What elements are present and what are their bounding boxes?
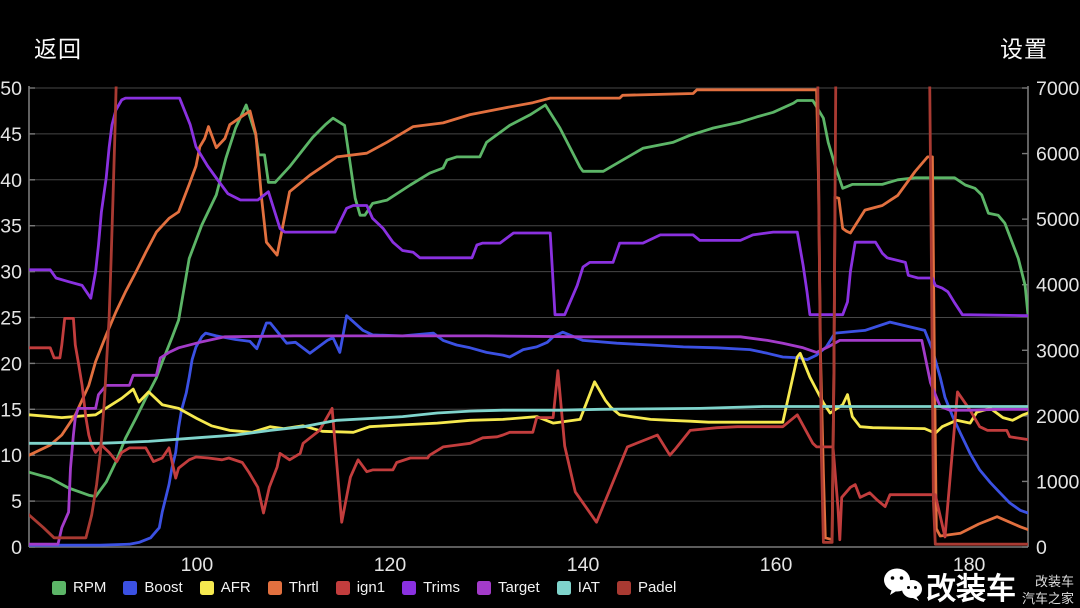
- legend-label: Padel: [637, 579, 677, 596]
- y-right-tick-label: 2000: [1036, 406, 1080, 428]
- legend-swatch-thrtl: [267, 580, 282, 595]
- y-left-tick-label: 35: [0, 216, 22, 238]
- legend-item-thrtl[interactable]: Thrtl: [267, 579, 319, 596]
- legend-swatch-iat: [556, 580, 571, 595]
- y-left-tick-label: 45: [0, 124, 22, 146]
- legend-label: Target: [498, 579, 540, 596]
- series-line-boost: [29, 314, 1028, 547]
- y-left-tick-label: 25: [0, 308, 22, 330]
- y-left-tick-label: 5: [11, 491, 22, 513]
- legend-swatch-boost: [123, 580, 138, 595]
- series-line-afr: [29, 351, 1028, 435]
- watermark-sub-line1: 改装车: [1034, 574, 1074, 589]
- series-line-iat: [29, 405, 1028, 445]
- x-tick-label: 120: [374, 554, 407, 576]
- legend-swatch-target: [477, 580, 491, 595]
- legend-item-target[interactable]: Target: [477, 579, 540, 596]
- legend-item-afr[interactable]: AFR: [199, 579, 251, 596]
- y-right-tick-label: 4000: [1036, 275, 1080, 297]
- series-line-ign1: [29, 316, 1028, 542]
- wechat-icon: [883, 568, 922, 601]
- legend-swatch-afr: [199, 580, 214, 595]
- back-button[interactable]: 返回: [34, 36, 82, 62]
- series-line-trims: [29, 96, 1028, 318]
- axis-labels: 0 5 10 15 20 25 30 35 40 45 50 0 1000 2000 3000 4000 500…: [0, 78, 1079, 576]
- legend-swatch-padel: [616, 580, 631, 595]
- y-right-tick-label: 0: [1036, 537, 1047, 559]
- y-left-tick-label: 30: [0, 262, 22, 284]
- legend-item-boost[interactable]: Boost: [123, 579, 183, 596]
- legend-label: Thrtl: [288, 579, 319, 596]
- chart-legend: RPM Boost AFR Thrtl ign1 Trims Target IAT Padel: [52, 579, 693, 596]
- watermark-sub-line2: 汽车之家: [1021, 591, 1074, 606]
- x-tick-label: 160: [760, 554, 793, 576]
- y-left-tick-label: 40: [0, 170, 22, 192]
- x-tick-label: 140: [567, 554, 600, 576]
- legend-swatch-trims: [402, 580, 417, 595]
- y-left-tick-label: 10: [0, 445, 22, 467]
- x-tick-label: 100: [181, 554, 214, 576]
- legend-item-padel[interactable]: Padel: [616, 579, 677, 596]
- legend-item-iat[interactable]: IAT: [556, 579, 600, 596]
- series-line-target: [29, 334, 1028, 546]
- y-right-tick-label: 1000: [1036, 471, 1080, 493]
- series-lines: [29, 86, 1028, 547]
- legend-label: AFR: [220, 579, 251, 596]
- y-left-tick-label: 0: [11, 537, 22, 559]
- legend-swatch-ign1: [335, 580, 350, 595]
- legend-swatch-rpm: [52, 580, 66, 595]
- y-right-tick-label: 3000: [1036, 340, 1080, 362]
- y-left-tick-label: 50: [0, 78, 22, 100]
- legend-item-rpm[interactable]: RPM: [52, 579, 106, 596]
- series-line-rpm: [29, 99, 1028, 498]
- series-line-padel: [29, 86, 1028, 546]
- y-left-tick-label: 20: [0, 353, 22, 375]
- y-right-tick-label: 6000: [1036, 144, 1080, 166]
- legend-item-trims[interactable]: Trims: [402, 579, 460, 596]
- y-right-tick-label: 7000: [1036, 78, 1080, 100]
- watermark: 改装车 改装车 汽车之家: [882, 564, 1074, 608]
- legend-label: IAT: [577, 579, 600, 596]
- legend-label: Trims: [423, 579, 460, 596]
- x-tick-label: 180: [953, 554, 986, 576]
- y-right-tick-label: 5000: [1036, 209, 1080, 231]
- legend-label: RPM: [73, 579, 107, 596]
- watermark-brand: 改装车: [925, 573, 1016, 606]
- series-line-thrtl: [29, 88, 1028, 542]
- legend-label: ign1: [356, 579, 386, 596]
- y-left-tick-label: 15: [0, 399, 22, 421]
- legend-label: Boost: [144, 579, 183, 596]
- legend-item-ign1[interactable]: ign1: [335, 579, 386, 596]
- settings-button[interactable]: 设置: [1000, 36, 1048, 62]
